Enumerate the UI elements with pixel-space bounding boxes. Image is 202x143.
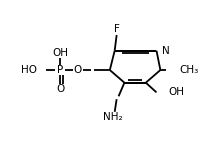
Text: CH₃: CH₃ (180, 65, 199, 75)
Text: P: P (57, 65, 63, 75)
Text: OH: OH (168, 87, 184, 97)
Text: NH₂: NH₂ (103, 112, 123, 122)
Text: OH: OH (52, 47, 68, 57)
Text: O: O (74, 65, 82, 75)
Text: F: F (114, 24, 120, 34)
Text: O: O (56, 85, 64, 95)
Text: HO: HO (21, 65, 37, 75)
Text: N: N (162, 46, 170, 56)
